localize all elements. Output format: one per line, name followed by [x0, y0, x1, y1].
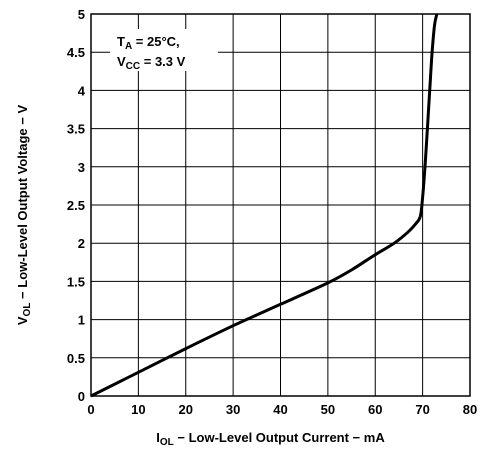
x-tick-label: 10 [131, 402, 145, 417]
x-tick-label: 0 [87, 402, 94, 417]
y-tick-label: 4.5 [67, 45, 85, 60]
y-tick-label: 3.5 [67, 122, 85, 137]
x-tick-label: 60 [368, 402, 382, 417]
y-tick-label: 2 [78, 236, 85, 251]
y-axis-title: VOL − Low-Level Output Voltage − V [15, 105, 33, 326]
annotation-temperature: TA = 25°C, [117, 34, 180, 52]
y-tick-label: 1 [78, 313, 85, 328]
y-tick-label: 0 [78, 389, 85, 404]
x-axis-title: IOL − Low-Level Output Current − mA [156, 430, 385, 448]
y-tick-label: 0.5 [67, 351, 85, 366]
y-tick-label: 2.5 [67, 198, 85, 213]
x-tick-label: 50 [321, 402, 335, 417]
plot-frame [90, 13, 471, 397]
series-line [90, 13, 439, 398]
annotation-supply-voltage: VCC = 3.3 V [117, 54, 186, 72]
y-tick-label: 3 [78, 160, 85, 175]
tick-labels: 0 10 20 30 40 50 60 70 80 0 0.5 1 1.5 2 2.5 3 3.5 4 4.5 5 [67, 7, 477, 417]
x-tick-label: 40 [273, 402, 287, 417]
x-tick-label: 80 [463, 402, 477, 417]
x-tick-label: 20 [179, 402, 193, 417]
y-tick-label: 4 [78, 83, 86, 98]
x-tick-label: 30 [226, 402, 240, 417]
y-tick-label: 1.5 [67, 274, 85, 289]
annotation-box [110, 29, 218, 71]
x-tick-label: 70 [415, 402, 429, 417]
y-tick-label: 5 [78, 7, 85, 22]
grid [90, 13, 471, 397]
